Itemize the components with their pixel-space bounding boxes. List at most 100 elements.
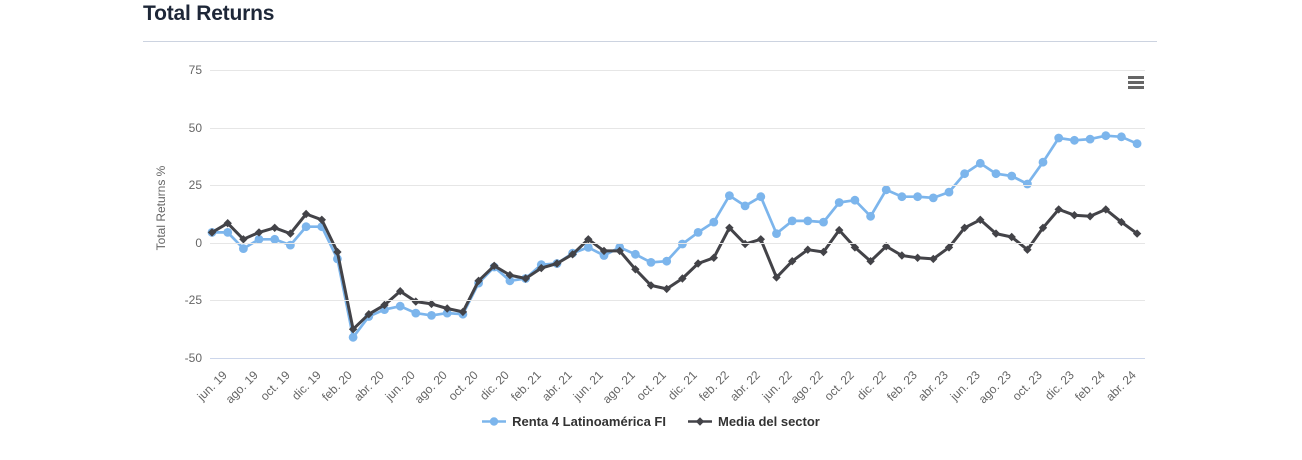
data-point-diamond[interactable] (788, 257, 797, 266)
data-point-diamond[interactable] (1132, 229, 1142, 238)
data-point-diamond[interactable] (678, 274, 687, 283)
data-point-diamond[interactable] (599, 246, 609, 256)
data-point-circle[interactable] (913, 192, 922, 202)
data-point-diamond[interactable] (411, 297, 420, 306)
data-point-diamond[interactable] (223, 219, 232, 228)
data-point-diamond[interactable] (693, 259, 703, 268)
data-point-diamond[interactable] (239, 235, 248, 244)
data-point-circle[interactable] (897, 192, 907, 202)
data-point-circle[interactable] (772, 229, 781, 239)
data-point-diamond[interactable] (1117, 217, 1126, 227)
data-point-diamond[interactable] (317, 215, 326, 224)
data-point-circle[interactable] (662, 256, 672, 266)
data-point-diamond[interactable] (803, 245, 812, 254)
data-point-circle[interactable] (1054, 133, 1064, 143)
data-point-circle[interactable] (803, 216, 813, 226)
data-point-diamond[interactable] (960, 223, 969, 232)
data-point-diamond[interactable] (505, 270, 515, 280)
data-point-diamond[interactable] (897, 251, 907, 260)
data-point-diamond[interactable] (568, 250, 577, 259)
data-point-diamond[interactable] (1007, 232, 1016, 242)
data-point-diamond[interactable] (866, 257, 875, 266)
legend-item-renta-4-latinoamerica[interactable]: Renta 4 Latinoamérica FI (482, 414, 666, 429)
data-point-diamond[interactable] (740, 239, 750, 249)
data-point-circle[interactable] (725, 191, 734, 201)
data-point-diamond[interactable] (835, 225, 844, 235)
data-point-circle[interactable] (1007, 171, 1017, 181)
data-point-circle[interactable] (960, 169, 969, 179)
data-point-circle[interactable] (1023, 179, 1032, 189)
data-point-circle[interactable] (646, 258, 656, 267)
data-point-diamond[interactable] (443, 304, 452, 313)
data-point-circle[interactable] (631, 249, 640, 259)
data-point-diamond[interactable] (396, 287, 405, 296)
data-point-circle[interactable] (756, 192, 766, 202)
data-point-circle[interactable] (395, 301, 405, 311)
data-point-circle[interactable] (270, 234, 280, 244)
data-point-circle[interactable] (787, 216, 797, 226)
data-point-diamond[interactable] (991, 229, 1001, 238)
data-point-diamond[interactable] (348, 325, 358, 334)
data-point-circle[interactable] (427, 311, 436, 320)
data-point-circle[interactable] (881, 185, 891, 195)
data-point-diamond[interactable] (913, 253, 922, 262)
data-point-diamond[interactable] (850, 243, 860, 252)
data-point-diamond[interactable] (1038, 223, 1048, 232)
data-point-circle[interactable] (866, 211, 875, 221)
data-point-diamond[interactable] (458, 307, 468, 317)
data-point-diamond[interactable] (772, 273, 781, 282)
data-point-diamond[interactable] (725, 223, 734, 232)
data-point-circle[interactable] (709, 217, 719, 227)
data-point-diamond[interactable] (474, 276, 483, 285)
data-point-circle[interactable] (1085, 134, 1095, 144)
data-point-circle[interactable] (1132, 139, 1142, 149)
data-point-diamond[interactable] (552, 259, 562, 268)
data-point-circle[interactable] (442, 308, 452, 318)
data-point-circle[interactable] (678, 239, 687, 249)
data-point-diamond[interactable] (427, 299, 436, 309)
data-point-diamond[interactable] (333, 247, 342, 257)
data-point-circle[interactable] (740, 201, 750, 211)
data-point-diamond[interactable] (270, 223, 279, 232)
data-point-circle[interactable] (1117, 132, 1126, 142)
data-point-circle[interactable] (1101, 131, 1111, 141)
data-point-circle[interactable] (693, 228, 703, 237)
data-point-circle[interactable] (254, 234, 264, 244)
data-point-circle[interactable] (975, 158, 985, 168)
data-point-circle[interactable] (583, 243, 593, 252)
data-point-diamond[interactable] (286, 229, 295, 238)
data-point-diamond[interactable] (521, 274, 530, 283)
data-point-diamond[interactable] (1070, 211, 1079, 220)
data-point-diamond[interactable] (882, 242, 891, 251)
legend-item-media-del-sector[interactable]: Media del sector (688, 414, 820, 429)
data-point-diamond[interactable] (819, 247, 828, 257)
data-point-circle[interactable] (301, 222, 311, 232)
data-point-circle[interactable] (411, 308, 421, 318)
data-point-circle[interactable] (944, 187, 954, 197)
data-point-circle[interactable] (850, 195, 860, 205)
data-point-circle[interactable] (348, 332, 358, 342)
data-point-diamond[interactable] (756, 235, 765, 244)
data-point-diamond[interactable] (631, 265, 640, 274)
data-point-circle[interactable] (1070, 135, 1079, 145)
data-point-diamond[interactable] (1101, 205, 1110, 214)
data-point-diamond[interactable] (1054, 205, 1063, 214)
data-point-diamond[interactable] (1023, 245, 1032, 254)
data-point-circle[interactable] (1038, 157, 1048, 167)
chart-context-menu-button[interactable] (1126, 74, 1146, 94)
data-point-circle[interactable] (223, 228, 233, 237)
data-point-circle[interactable] (505, 276, 515, 286)
data-point-circle[interactable] (239, 244, 248, 254)
data-point-diamond[interactable] (490, 261, 499, 270)
data-point-circle[interactable] (834, 198, 844, 207)
data-point-diamond[interactable] (976, 215, 985, 224)
data-point-circle[interactable] (928, 193, 938, 203)
data-point-diamond[interactable] (364, 310, 373, 319)
data-point-diamond[interactable] (1085, 212, 1095, 221)
data-point-diamond[interactable] (929, 254, 938, 264)
data-point-diamond[interactable] (380, 300, 389, 310)
data-point-diamond[interactable] (301, 209, 311, 219)
data-point-circle[interactable] (819, 217, 828, 227)
data-point-circle[interactable] (599, 251, 609, 260)
data-point-diamond[interactable] (646, 281, 656, 290)
